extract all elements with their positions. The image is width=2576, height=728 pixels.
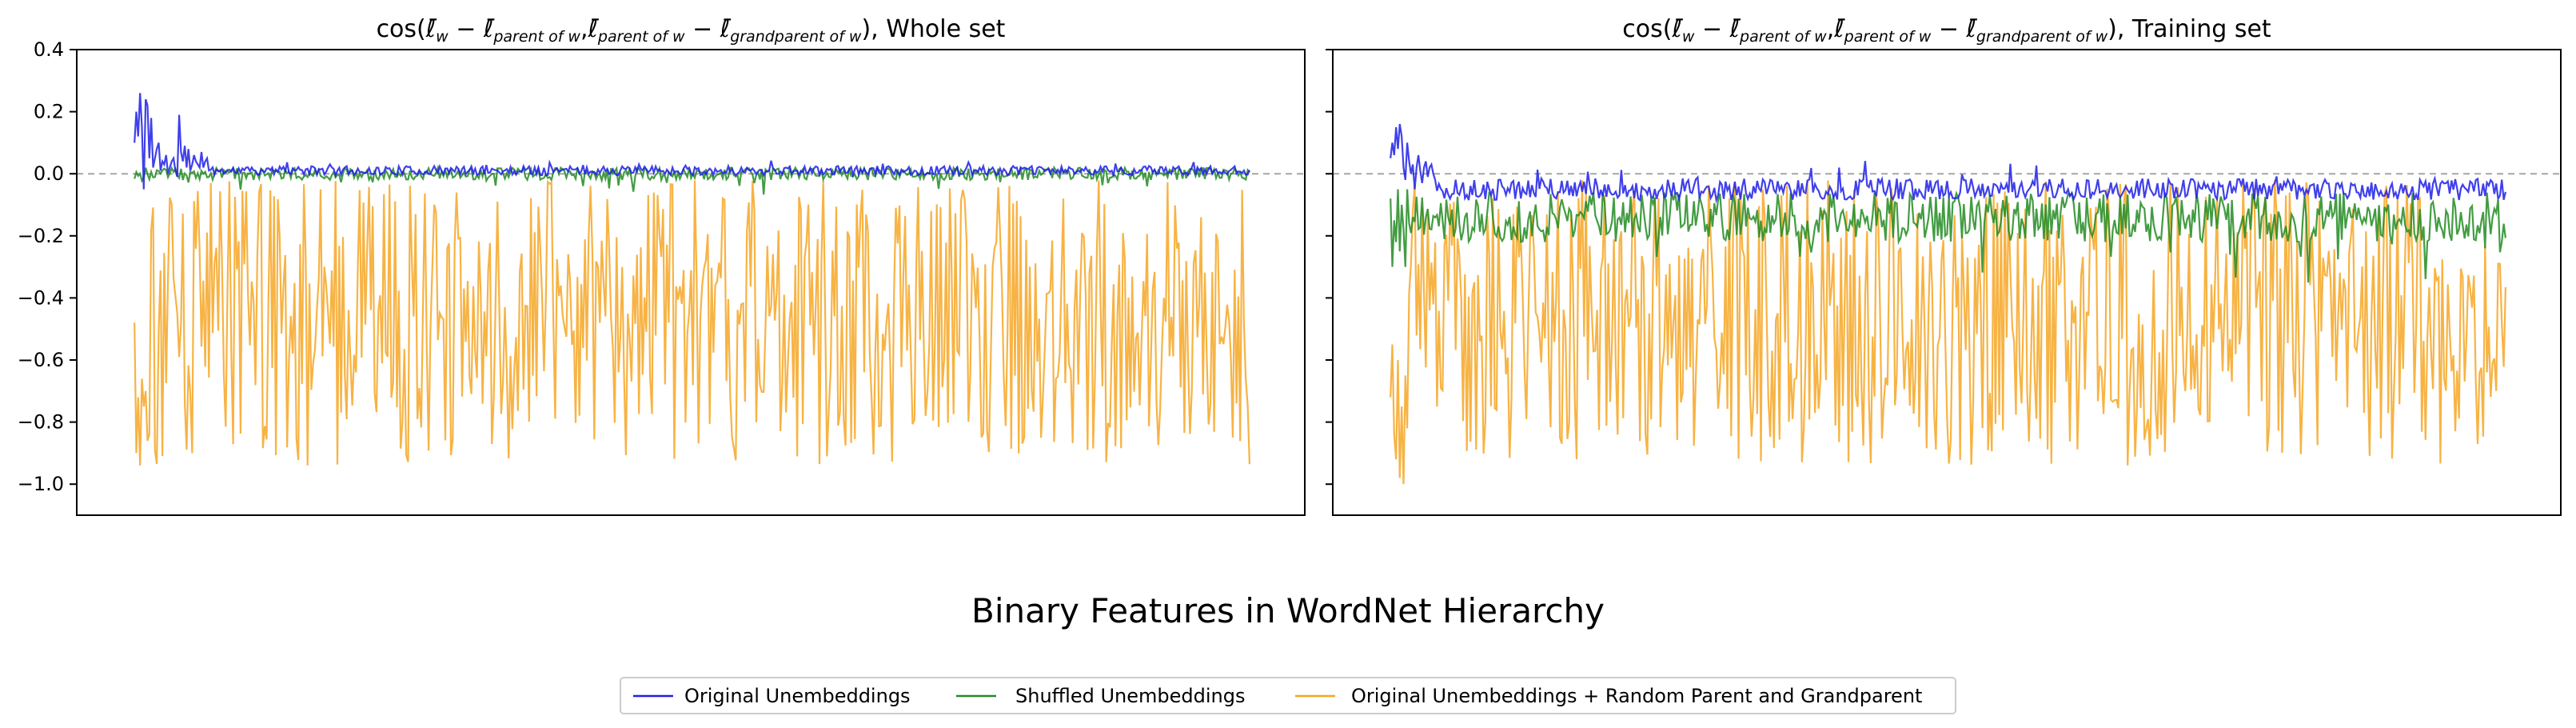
y-axis-training-set: [1326, 49, 1333, 486]
panel-whole-set: cos(ℓ̄w − ℓ̄parent of w,ℓ̄parent of w − …: [18, 15, 1306, 516]
y-axis-whole-set: 0.4 0.2 0.0 −0.2 −0.4 −0.6 −0.8 −1.0: [18, 38, 77, 495]
series-line-original: [1390, 123, 2506, 204]
panel-training-set: cos(ℓ̄w − ℓ̄parent of w,ℓ̄parent of w − …: [1326, 15, 2562, 516]
series-line-random: [134, 179, 1250, 466]
plot-area-whole-set: [77, 93, 1305, 466]
legend-item-original: Original Unembeddings: [633, 685, 911, 707]
y-tick-label: −0.8: [18, 411, 64, 434]
legend-label-random: Original Unembeddings + Random Parent an…: [1351, 685, 1922, 707]
legend-box: [620, 677, 1956, 714]
y-tick-label: −1.0: [18, 473, 64, 495]
figure-suptitle: Binary Features in WordNet Hierarchy: [971, 591, 1605, 630]
y-tick-label: 0.0: [34, 162, 64, 185]
y-tick-label: −0.6: [18, 349, 64, 371]
legend-item-shuffled: Shuffled Unembeddings: [956, 685, 1246, 707]
y-tick-label: −0.2: [18, 225, 64, 247]
plot-area-training-set: [1333, 123, 2561, 485]
legend-label-original: Original Unembeddings: [684, 685, 911, 707]
y-tick-label: 0.4: [34, 38, 64, 61]
series-line-original: [134, 93, 1250, 190]
legend: Original Unembeddings Shuffled Unembeddi…: [620, 677, 1956, 714]
y-tick-label: 0.2: [34, 101, 64, 123]
axes-frame-whole-set: [76, 49, 1306, 516]
legend-label-shuffled: Shuffled Unembeddings: [1015, 685, 1246, 707]
legend-item-random: Original Unembeddings + Random Parent an…: [1295, 685, 1922, 707]
y-tick-label: −0.4: [18, 286, 64, 309]
axes-frame-training-set: [1332, 49, 2562, 516]
series-line-shuffled: [1390, 189, 2506, 283]
panel-title-training-set: cos(ℓ̄w − ℓ̄parent of w,ℓ̄parent of w − …: [1622, 15, 2271, 46]
series-line-random: [1390, 179, 2506, 485]
panel-title-whole-set: cos(ℓ̄w − ℓ̄parent of w,ℓ̄parent of w − …: [377, 15, 1006, 46]
